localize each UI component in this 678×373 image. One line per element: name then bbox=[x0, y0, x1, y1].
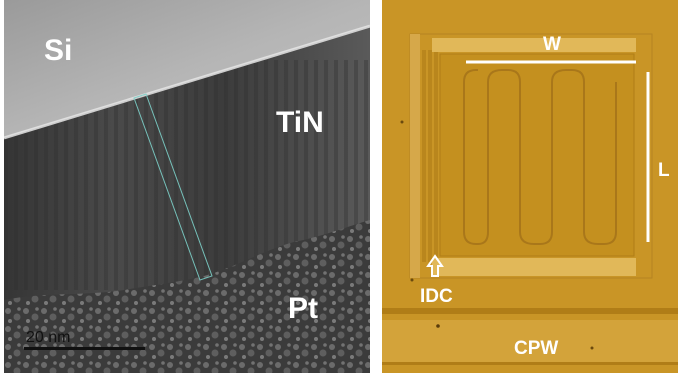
meander-inductor-return bbox=[463, 231, 489, 245]
label-idc: IDC bbox=[420, 286, 453, 307]
tem-image-panel: Si TiN Pt 20 nm bbox=[4, 0, 370, 373]
speck bbox=[400, 120, 404, 124]
si-tin-interface bbox=[4, 24, 370, 140]
speck bbox=[590, 346, 594, 350]
cpw-strip-top bbox=[382, 308, 678, 314]
speck bbox=[410, 278, 414, 282]
scale-bar-label: 20 nm bbox=[26, 329, 70, 346]
label-l: L bbox=[658, 160, 670, 181]
scale-bar bbox=[24, 347, 145, 350]
tem-image: Si TiN Pt 20 nm bbox=[4, 0, 370, 373]
label-si: Si bbox=[44, 34, 72, 67]
label-pt: Pt bbox=[288, 292, 318, 325]
cpw-center bbox=[382, 320, 678, 362]
cpw-strip-bottom bbox=[382, 362, 678, 365]
top-pad bbox=[432, 38, 636, 52]
inductor-area bbox=[439, 53, 635, 257]
grain-highlight-box bbox=[133, 93, 213, 281]
optical-image: W L IDC CPW bbox=[382, 0, 678, 373]
idc-bar-3 bbox=[428, 50, 432, 262]
label-w: W bbox=[543, 34, 561, 55]
si-layer bbox=[4, 0, 370, 138]
speck bbox=[436, 324, 440, 328]
label-cpw: CPW bbox=[514, 338, 558, 359]
idc-bar-2 bbox=[422, 50, 426, 262]
bottom-pad bbox=[432, 258, 636, 276]
label-tin: TiN bbox=[276, 106, 324, 139]
optical-image-panel: W L IDC CPW bbox=[382, 0, 678, 373]
pt-layer bbox=[4, 220, 370, 373]
meander-inductor bbox=[463, 69, 617, 245]
idc-bar-1 bbox=[410, 34, 420, 278]
idc-arrow bbox=[426, 254, 444, 277]
idc-bar-4 bbox=[434, 50, 438, 262]
